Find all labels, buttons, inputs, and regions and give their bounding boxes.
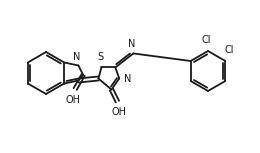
Text: Cl: Cl xyxy=(225,45,234,55)
Text: N: N xyxy=(73,52,80,62)
Text: S: S xyxy=(98,52,103,62)
Text: OH: OH xyxy=(112,106,127,117)
Text: N: N xyxy=(124,73,132,84)
Text: OH: OH xyxy=(66,95,81,105)
Text: N: N xyxy=(128,39,135,49)
Text: Cl: Cl xyxy=(201,35,211,45)
